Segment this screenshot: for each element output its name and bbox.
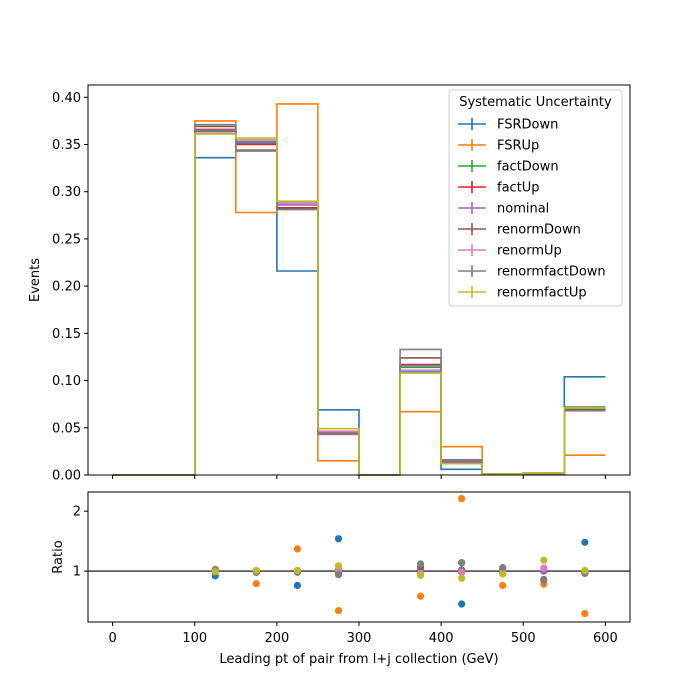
histogram-y-tick-label: 0.25 [52, 232, 81, 247]
histogram-y-label: Events [28, 258, 43, 302]
ratio-ticks: 1 2 0 100 200 300 400 500 600 [73, 505, 618, 646]
legend-label: nominal [497, 202, 549, 217]
ratio-point [499, 570, 507, 578]
ratio-point [499, 581, 507, 590]
x-axis-label: Leading pt of pair from l+j collection (… [219, 652, 498, 667]
ratio-point [458, 568, 466, 576]
histogram-panel: 0.00 0.05 0.10 0.15 0.20 0.25 0.30 0.35 0.40 Eve… [28, 84, 631, 484]
ratio-point [211, 568, 219, 576]
ratio-point [458, 574, 466, 582]
histogram-y-tick-label: 0.30 [52, 185, 81, 200]
legend-label: factDown [497, 160, 559, 175]
ratio-point [252, 566, 260, 575]
ratio-point [252, 580, 260, 588]
ratio-point [540, 556, 548, 564]
ratio-point [334, 562, 343, 570]
legend-label: FSRDown [497, 118, 558, 133]
histogram-ticks: 0.00 0.05 0.10 0.15 0.20 0.25 0.30 0.35 0.40 [52, 91, 606, 484]
legend-item-renormUp: renormUp [458, 244, 562, 259]
legend-label: renormfactDown [497, 265, 606, 280]
legend-label: FSRUp [497, 139, 539, 154]
ratio-y-label: Ratio [51, 540, 66, 573]
legend-item-nominal: nominal [458, 202, 549, 217]
ratio-y-tick-label: 2 [73, 505, 81, 520]
legend-item-factUp: factUp [458, 181, 540, 196]
x-tick-label: 0 [108, 631, 116, 646]
ratio-panel: 1 2 0 100 200 300 400 500 600 Ratio Leading pt o… [51, 491, 631, 667]
ratio-point [499, 563, 507, 572]
ratio-point [458, 559, 466, 567]
legend-item-FSRUp: FSRUp [458, 139, 539, 154]
ratio-point [334, 571, 343, 579]
legend-title: Systematic Uncertainty [459, 95, 612, 110]
ratio-point [416, 592, 425, 600]
x-tick-label: 400 [429, 631, 454, 646]
ratio-point [293, 566, 302, 575]
ratio-point [540, 576, 548, 584]
ratio-points [211, 494, 589, 618]
ratio-series-renormfactUp [211, 556, 589, 582]
legend-label: renormDown [497, 223, 581, 238]
ratio-point [581, 610, 589, 618]
legend-item-renormfactUp: renormfactUp [458, 286, 587, 301]
ratio-y-tick-label: 1 [73, 565, 81, 580]
legend-items: FSRDown FSRUp factDown factUp nominal renormD… [458, 118, 606, 301]
legend: Systematic Uncertainty FSRDown FSRUp factD… [448, 89, 623, 307]
ratio-series-FSRUp [211, 494, 589, 618]
histogram-y-tick-label: 0.20 [52, 280, 81, 295]
legend-label: renormUp [497, 244, 562, 259]
legend-label: renormfactUp [497, 286, 587, 301]
ratio-point [416, 571, 425, 579]
ratio-point [458, 494, 466, 503]
legend-item-renormfactDown: renormfactDown [458, 265, 606, 280]
legend-item-factDown: factDown [458, 160, 559, 175]
histogram-y-tick-label: 0.35 [52, 138, 81, 153]
legend-label: factUp [497, 181, 540, 196]
ratio-point [293, 545, 302, 553]
histogram-y-tick-label: 0.15 [52, 327, 81, 342]
x-tick-label: 300 [347, 631, 372, 646]
histogram-y-tick-label: 0.40 [52, 91, 81, 106]
ratio-frame [87, 491, 631, 623]
ratio-point [540, 564, 548, 572]
legend-item-FSRDown: FSRDown [458, 118, 558, 133]
ratio-point [581, 566, 589, 575]
x-tick-label: 100 [182, 631, 207, 646]
legend-box [448, 89, 623, 307]
x-tick-label: 200 [264, 631, 289, 646]
ratio-point [334, 535, 343, 543]
histogram-y-tick-label: 0.10 [52, 374, 81, 389]
x-tick-label: 500 [511, 631, 536, 646]
ratio-point [293, 581, 302, 590]
ratio-point [458, 600, 466, 608]
ratio-point [334, 607, 343, 615]
histogram-y-tick-label: 0.05 [52, 421, 81, 436]
histogram-y-tick-label: 0.00 [52, 469, 81, 484]
ratio-point [416, 560, 425, 568]
legend-item-renormDown: renormDown [458, 223, 581, 238]
ratio-point [581, 538, 589, 546]
x-tick-label: 600 [593, 631, 618, 646]
